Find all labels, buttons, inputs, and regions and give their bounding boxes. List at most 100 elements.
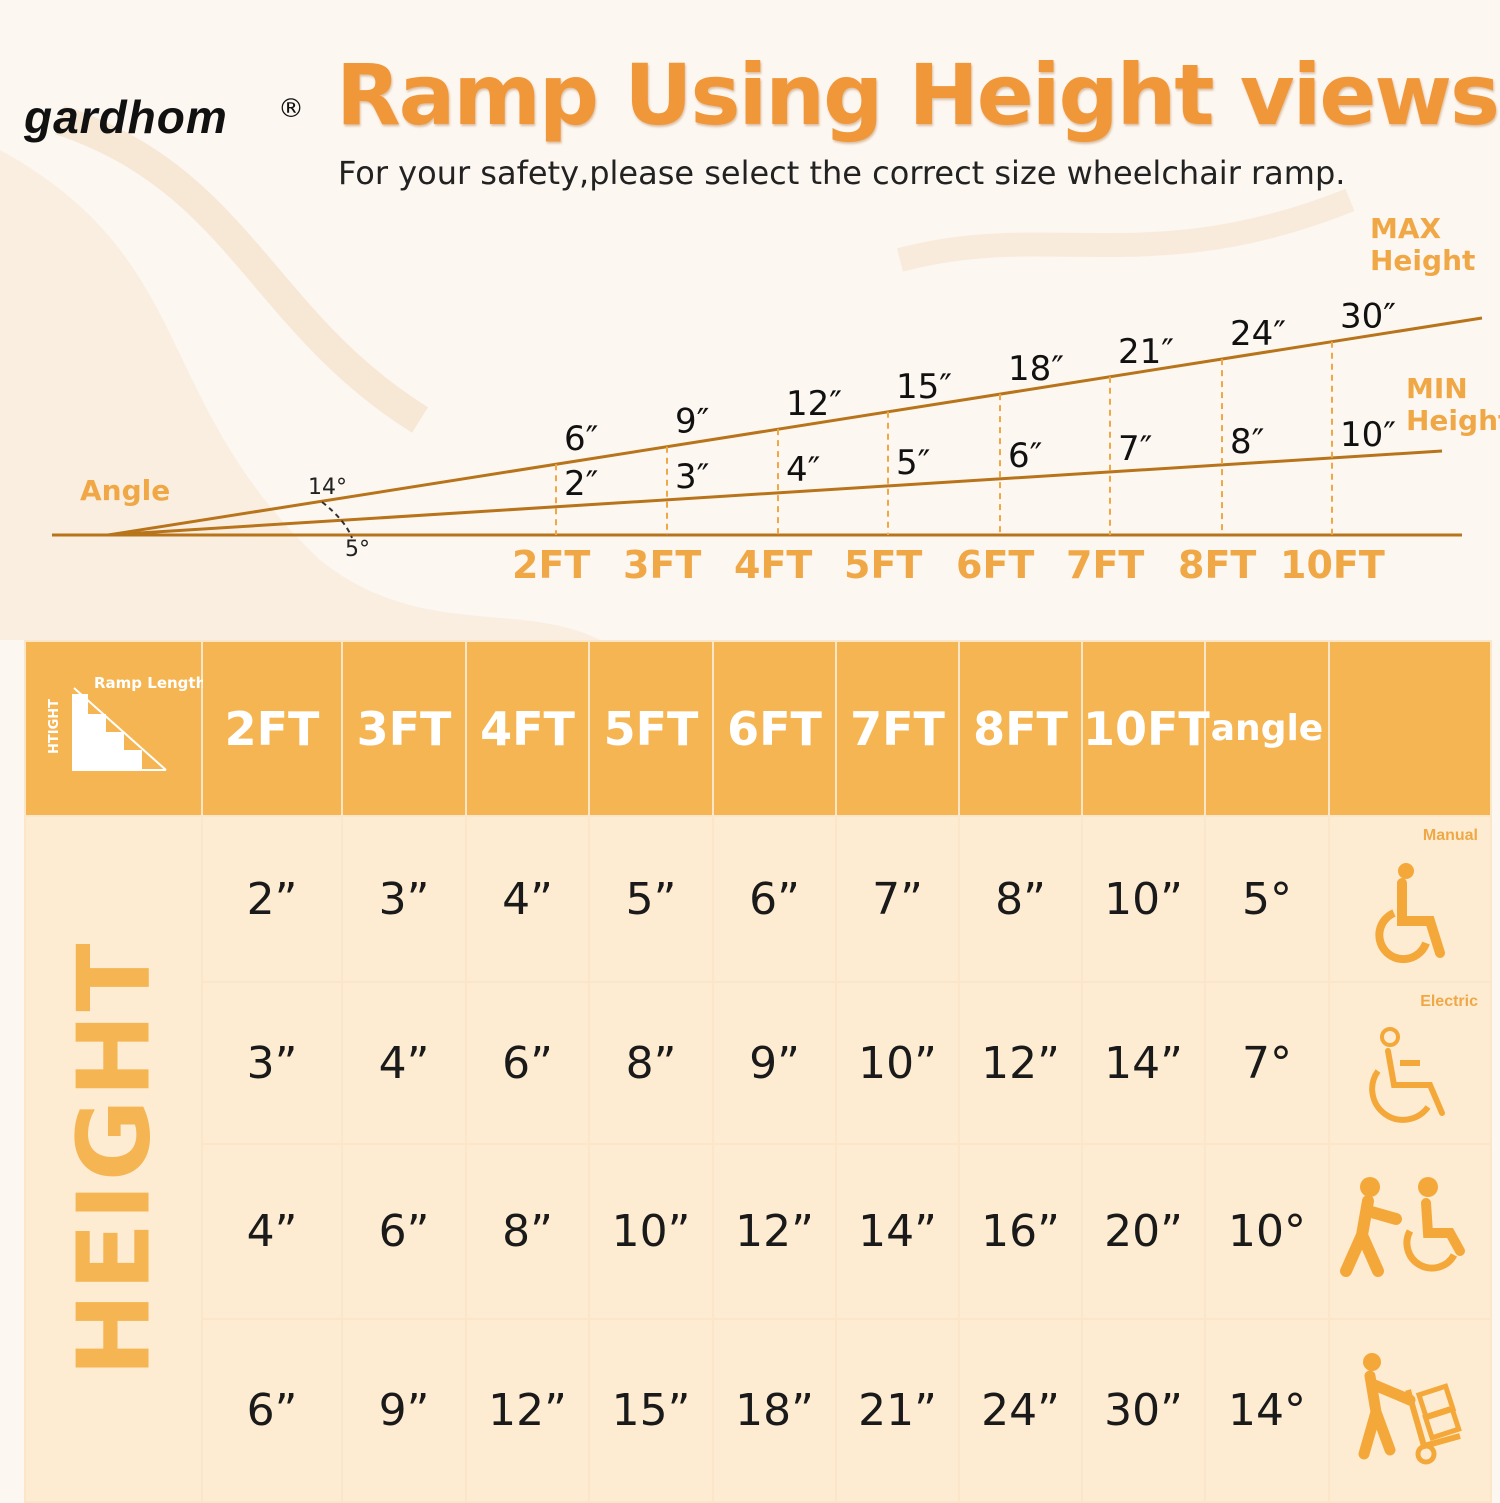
table-cell: 10” bbox=[588, 1143, 714, 1320]
angle-cell: 10° bbox=[1204, 1143, 1330, 1320]
max-height-value: 24″ bbox=[1230, 314, 1286, 354]
min-height-value: 8″ bbox=[1230, 422, 1264, 462]
table-cell: 6” bbox=[201, 1318, 343, 1503]
assisted-wheelchair-cell bbox=[1328, 1143, 1492, 1320]
staircase-icon: Ramp Length HTIGHT bbox=[47, 674, 206, 771]
angle-arc bbox=[321, 501, 353, 539]
table-cell: 15” bbox=[588, 1318, 714, 1503]
table-cell: 2” bbox=[201, 815, 343, 983]
table-cell: 6” bbox=[465, 981, 590, 1145]
header-7ft: 7FT bbox=[835, 640, 960, 817]
registered-mark: ® bbox=[278, 94, 304, 124]
table-header-row: Ramp Length HTIGHT 2FT 3FT 4FT 5FT 6FT 7… bbox=[24, 640, 1492, 817]
ramp-diagram: Angle 14° 5° MAX Height MIN Height 2FT 6″… bbox=[52, 212, 1500, 587]
angle-label: Angle bbox=[80, 474, 170, 507]
corner-label-side: HTIGHT bbox=[47, 699, 62, 754]
header-3ft: 3FT bbox=[341, 640, 467, 817]
min-height-line bbox=[107, 449, 1443, 537]
table-cell: 6” bbox=[712, 815, 837, 983]
min-height-value: 2″ bbox=[564, 464, 598, 504]
min-height-value: 3″ bbox=[675, 457, 709, 497]
table-row: 4” 6” 8” 10” 12” 14” 16” 20” 10° bbox=[25, 1143, 1492, 1320]
table-cell: 12” bbox=[712, 1143, 837, 1320]
table-cell: 4” bbox=[341, 981, 467, 1145]
length-label: 10FT bbox=[1280, 543, 1385, 587]
min-height-value: 5″ bbox=[896, 443, 930, 483]
max-height-value: 18″ bbox=[1008, 349, 1064, 389]
ramp-size-table-wrap: Ramp Length HTIGHT 2FT 3FT 4FT 5FT 6FT 7… bbox=[24, 640, 1492, 1503]
page-title: Ramp Using Height views bbox=[336, 46, 1500, 144]
table-cell: 4” bbox=[465, 815, 590, 983]
table-cell: 14” bbox=[1081, 981, 1206, 1145]
max-height-value: 15″ bbox=[896, 367, 952, 407]
table-cell: 7” bbox=[835, 815, 960, 983]
manual-wheelchair-icon bbox=[1375, 863, 1445, 964]
corner-label-top: Ramp Length bbox=[94, 674, 203, 692]
max-height-value: 6″ bbox=[564, 419, 598, 459]
angle-cell: 14° bbox=[1204, 1318, 1330, 1503]
table-cell: 4” bbox=[201, 1143, 343, 1320]
table-cell: 24” bbox=[958, 1318, 1083, 1503]
length-label: 6FT bbox=[956, 543, 1034, 587]
table-cell: 8” bbox=[958, 815, 1083, 983]
table-cell: 18” bbox=[712, 1318, 837, 1503]
table-cell: 9” bbox=[341, 1318, 467, 1503]
table-cell: 16” bbox=[958, 1143, 1083, 1320]
max-height-value: 9″ bbox=[675, 402, 709, 442]
table-cell: 20” bbox=[1081, 1143, 1206, 1320]
table-cell: 10” bbox=[835, 981, 960, 1145]
min-height-label-2: Height bbox=[1406, 404, 1500, 437]
min-angle-label: 5° bbox=[345, 537, 370, 562]
table-cell: 12” bbox=[958, 981, 1083, 1145]
angle-cell: 7° bbox=[1204, 981, 1330, 1145]
table-cell: 8” bbox=[588, 981, 714, 1145]
corner-cell: Ramp Length HTIGHT bbox=[24, 640, 206, 817]
electric-wheelchair-cell: Electric bbox=[1328, 981, 1492, 1145]
angle-cell: 5° bbox=[1204, 815, 1330, 983]
header-10ft: 10FT bbox=[1081, 640, 1210, 817]
length-label: 3FT bbox=[623, 543, 701, 587]
height-side-label: HEIGHT bbox=[55, 941, 172, 1377]
page-subtitle: For your safety,please select the correc… bbox=[338, 154, 1346, 192]
min-height-value: 10″ bbox=[1340, 415, 1396, 455]
table-cell: 9” bbox=[712, 981, 837, 1145]
length-label: 4FT bbox=[734, 543, 812, 587]
min-height-value: 4″ bbox=[786, 450, 820, 490]
header-4ft: 4FT bbox=[465, 640, 590, 817]
length-label: 8FT bbox=[1178, 543, 1256, 587]
ramp-size-table: Ramp Length HTIGHT 2FT 3FT 4FT 5FT 6FT 7… bbox=[24, 640, 1492, 1503]
icon-label-manual: Manual bbox=[1422, 827, 1478, 844]
table-row: 6” 9” 12” 15” 18” 21” 24” 30” 14° bbox=[25, 1318, 1492, 1503]
background-swirl bbox=[0, 105, 1355, 640]
max-angle-label: 14° bbox=[308, 475, 347, 500]
icon-label-electric: Electric bbox=[1420, 993, 1478, 1010]
height-side-label-cell: HEIGHT bbox=[24, 815, 203, 1503]
manual-wheelchair-cell: Manual bbox=[1328, 815, 1492, 983]
brand-logo: gardhom bbox=[24, 91, 228, 143]
hand-truck-cell bbox=[1328, 1318, 1492, 1503]
assisted-wheelchair-icon bbox=[1340, 1177, 1465, 1277]
table-cell: 12” bbox=[465, 1318, 590, 1503]
min-height-label-1: MIN bbox=[1406, 372, 1468, 405]
table-cell: 10” bbox=[1081, 815, 1206, 983]
length-label: 5FT bbox=[844, 543, 922, 587]
table-cell: 6” bbox=[341, 1143, 467, 1320]
header-5ft: 5FT bbox=[588, 640, 714, 817]
length-label: 7FT bbox=[1066, 543, 1144, 587]
max-height-label-2: Height bbox=[1370, 244, 1475, 277]
table-cell: 8” bbox=[465, 1143, 590, 1320]
table-row: HEIGHT 2” 3” 4” 5” 6” 7” 8” 10” 5° Manua… bbox=[24, 815, 1492, 1503]
header-angle: angle bbox=[1204, 640, 1330, 817]
max-height-label-1: MAX bbox=[1370, 212, 1442, 245]
min-height-value: 7″ bbox=[1118, 429, 1152, 469]
header-2ft: 2FT bbox=[201, 640, 343, 817]
length-label: 2FT bbox=[512, 543, 590, 587]
hand-truck-icon bbox=[1358, 1353, 1462, 1465]
header-6ft: 6FT bbox=[712, 640, 837, 817]
header-8ft: 8FT bbox=[958, 640, 1083, 817]
table-cell: 3” bbox=[341, 815, 467, 983]
table-cell: 30” bbox=[1081, 1318, 1206, 1503]
electric-wheelchair-icon bbox=[1369, 1027, 1445, 1123]
table-row: 3” 4” 6” 8” 9” 10” 12” 14” 7° Electric bbox=[25, 981, 1492, 1145]
max-height-value: 21″ bbox=[1118, 332, 1174, 372]
